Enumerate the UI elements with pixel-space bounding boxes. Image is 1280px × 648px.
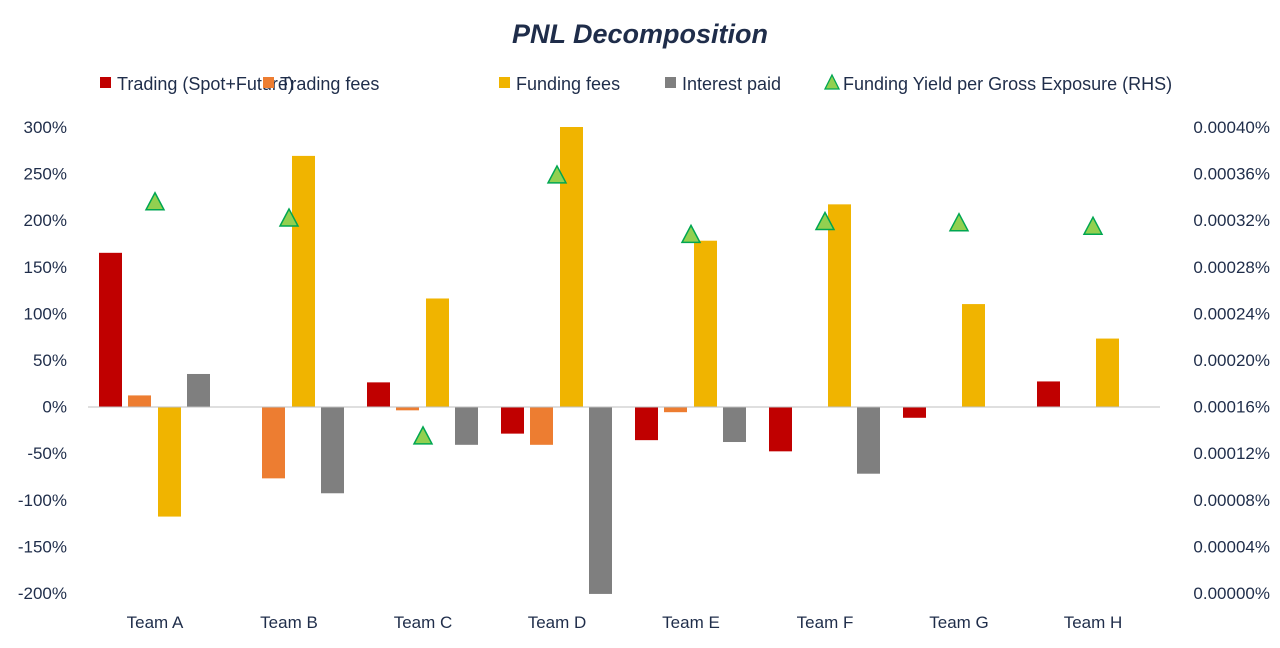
x-tick-label: Team C — [394, 613, 453, 632]
y2-tick-label: 0.00036% — [1193, 165, 1270, 184]
funding-yield-marker — [412, 425, 434, 445]
bar-trading-spot-future- — [769, 406, 792, 452]
bar-trading-spot-future- — [501, 406, 524, 434]
x-tick-label: Team F — [797, 613, 854, 632]
y2-tick-label: 0.00012% — [1193, 444, 1270, 463]
bar-interest-paid — [589, 406, 612, 594]
bar-funding-fees — [292, 155, 315, 407]
bars — [99, 127, 1119, 594]
bar-interest-paid — [455, 406, 478, 445]
funding-yield-marker — [814, 210, 836, 231]
x-tick-label: Team G — [929, 613, 989, 632]
legend-label: Trading (Spot+Future) — [117, 74, 294, 94]
bar-interest-paid — [723, 406, 746, 443]
bar-funding-fees — [962, 304, 985, 407]
funding-yield-marker — [948, 212, 970, 232]
y-tick-label: 100% — [24, 304, 67, 323]
legend-label: Interest paid — [682, 74, 781, 94]
y-tick-label: -200% — [18, 584, 67, 603]
bar-funding-fees — [560, 127, 583, 407]
x-axis: Team A Team B Team C Team D Team E Team F Team… — [127, 613, 1123, 632]
x-tick-label: Team H — [1064, 613, 1123, 632]
y-tick-label: 300% — [24, 118, 67, 137]
x-tick-label: Team E — [662, 613, 720, 632]
y2-tick-label: 0.00008% — [1193, 491, 1270, 510]
y2-tick-label: 0.00000% — [1193, 584, 1270, 603]
chart-title: PNL Decomposition — [512, 19, 768, 49]
y2-tick-label: 0.00028% — [1193, 258, 1270, 277]
funding-yield-marker — [144, 191, 166, 211]
bar-trading-spot-future- — [903, 406, 926, 418]
bar-interest-paid — [321, 406, 344, 494]
y-tick-label: 250% — [24, 165, 67, 184]
y2-tick-label: 0.00016% — [1193, 398, 1270, 417]
bar-trading-spot-future- — [99, 252, 122, 407]
bar-funding-fees — [158, 406, 181, 517]
legend-swatch — [263, 77, 274, 88]
bar-trading-fees — [396, 406, 419, 411]
y-tick-label: 200% — [24, 211, 67, 230]
bar-interest-paid — [187, 373, 210, 407]
bar-trading-fees — [262, 406, 285, 479]
y2-tick-label: 0.00032% — [1193, 211, 1270, 230]
bar-funding-fees — [426, 298, 449, 407]
y2-tick-label: 0.00004% — [1193, 537, 1270, 556]
funding-yield-marker — [1082, 215, 1104, 235]
legend-triangle-icon — [823, 73, 841, 90]
bar-funding-fees — [694, 240, 717, 407]
x-tick-label: Team B — [260, 613, 318, 632]
funding-yield-marker — [546, 164, 568, 184]
y2-tick-label: 0.00024% — [1193, 304, 1270, 323]
y-axis-left: 300% 250% 200% 150% 100% 50% 0% -50% -100% -150% -… — [18, 118, 67, 603]
legend-label: Trading fees — [280, 74, 379, 94]
y-tick-label: -100% — [18, 491, 67, 510]
bar-trading-fees — [664, 406, 687, 413]
funding-yield-marker — [680, 223, 702, 244]
x-tick-label: Team A — [127, 613, 184, 632]
markers — [144, 164, 1104, 445]
bar-trading-fees — [128, 395, 151, 407]
bar-trading-fees — [530, 406, 553, 445]
legend-swatch — [499, 77, 510, 88]
y-axis-right: 0.00040% 0.00036% 0.00032% 0.00028% 0.00024%… — [1193, 118, 1270, 603]
y-tick-label: 150% — [24, 258, 67, 277]
y-tick-label: -150% — [18, 537, 67, 556]
x-tick-label: Team D — [528, 613, 587, 632]
bar-trading-spot-future- — [367, 382, 390, 407]
y-tick-label: 0% — [42, 398, 67, 417]
legend-label: Funding fees — [516, 74, 620, 94]
legend-label: Funding Yield per Gross Exposure (RHS) — [843, 74, 1172, 94]
bar-funding-fees — [1096, 338, 1119, 407]
y2-tick-label: 0.00040% — [1193, 118, 1270, 137]
bar-funding-fees — [828, 204, 851, 407]
y-tick-label: -50% — [27, 444, 67, 463]
bar-trading-spot-future- — [635, 406, 658, 441]
funding-yield-marker — [278, 207, 300, 227]
legend-swatch — [665, 77, 676, 88]
bar-trading-spot-future- — [1037, 381, 1060, 407]
legend-swatch — [100, 77, 111, 88]
legend: Trading (Spot+Future)Trading fees Funding… — [100, 73, 1172, 94]
y-tick-label: 50% — [33, 351, 67, 370]
y2-tick-label: 0.00020% — [1193, 351, 1270, 370]
bar-interest-paid — [857, 406, 880, 474]
